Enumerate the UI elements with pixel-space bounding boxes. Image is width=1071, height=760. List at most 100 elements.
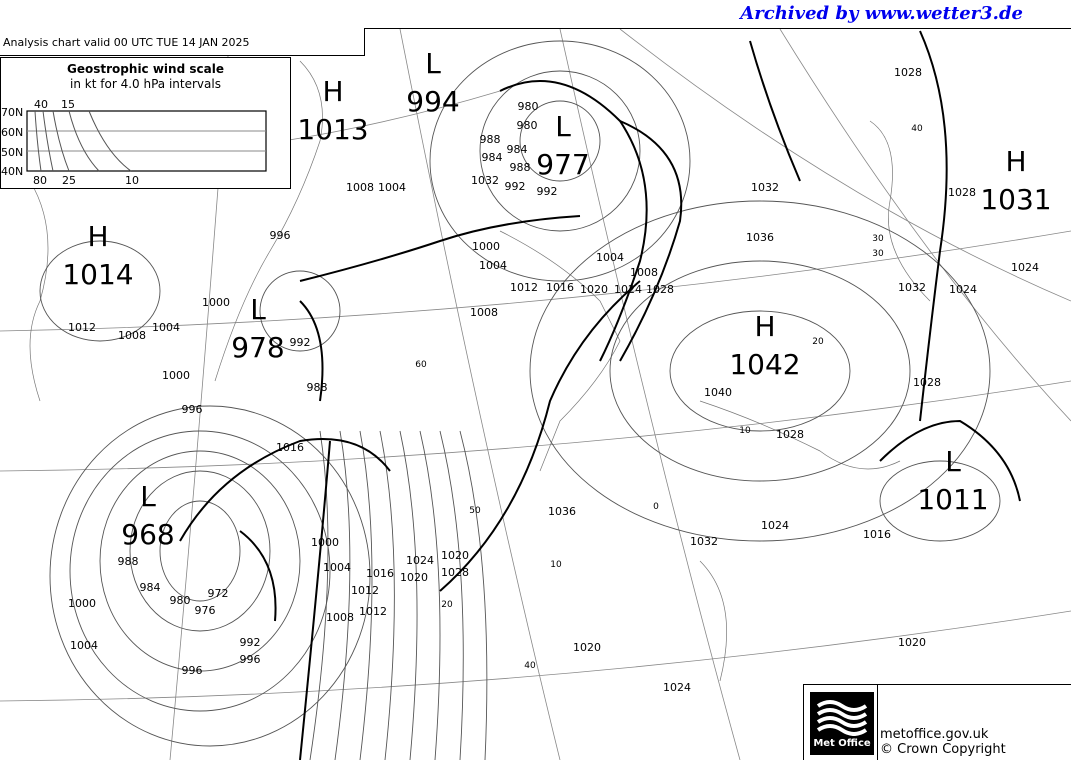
chart-title: Analysis chart valid 00 UTC TUE 14 JAN 2… — [0, 28, 365, 56]
isobar-label: 988 — [510, 161, 531, 174]
isobar-label: 1012 — [351, 584, 379, 597]
isobar-label: 1004 — [70, 639, 98, 652]
isobar — [334, 430, 351, 760]
isobar-label: 976 — [195, 604, 216, 617]
latitude-label: 50 — [469, 506, 481, 516]
centre-value: 1031 — [980, 183, 1051, 216]
wind-scale-subtitle: in kt for 4.0 hPa intervals — [70, 77, 221, 91]
front-line — [879, 419, 1021, 502]
coastline — [869, 120, 931, 302]
isobar-label: 972 — [208, 587, 229, 600]
isobar-label: 1032 — [471, 174, 499, 187]
isobar-label: 1012 — [510, 281, 538, 294]
isobar — [609, 260, 911, 482]
synoptic-chart: 1028 1008 1004 1000 996 1012 1008 1004 1000 996 99… — [0, 28, 1071, 760]
latitude-label: 20 — [441, 600, 453, 610]
isobar-label: 996 — [182, 664, 203, 677]
copyright: © Crown Copyright — [880, 742, 1006, 757]
isobar-label: 1024 — [406, 554, 434, 567]
coastline — [499, 230, 621, 472]
isobar-label: 1004 — [479, 259, 507, 272]
isobar-label: 1032 — [690, 535, 718, 548]
front-line — [239, 530, 277, 622]
latitude-label: 30 — [872, 249, 884, 259]
isobar-label: 1000 — [68, 597, 96, 610]
isobar-label: 992 — [537, 185, 558, 198]
isobar-label: 992 — [505, 180, 526, 193]
isobar — [49, 405, 371, 747]
coastline — [214, 60, 323, 382]
isobar — [39, 240, 161, 342]
centre-type: L — [555, 110, 571, 143]
divider — [877, 685, 878, 760]
isobar-label: 1008 — [118, 329, 146, 342]
wind-scale-graph: 70N 60N 50N 40N 40 15 80 25 10 — [1, 98, 267, 187]
isobar-label: 1032 — [751, 181, 779, 194]
isobar-label: 1024 — [949, 283, 977, 296]
isobar — [359, 430, 373, 760]
met-office-footer: Met Office metoffice.gov.uk © Crown Copy… — [803, 684, 1071, 760]
fronts — [179, 30, 1021, 760]
grid-line — [0, 230, 1071, 332]
latitude-label: 10 — [739, 426, 751, 436]
isobar-labels: 1028 1008 1004 1000 996 1012 1008 1004 1000 996 99… — [68, 66, 1039, 694]
grid-line — [0, 380, 1071, 472]
isobar-label: 988 — [118, 555, 139, 568]
isobar-label: 1024 — [663, 681, 691, 694]
coastline — [699, 400, 901, 470]
geostrophic-wind-scale: Geostrophic wind scale in kt for 4.0 hPa… — [0, 57, 291, 189]
grid-line — [0, 610, 1071, 702]
isobar-label: 1028 — [441, 566, 469, 579]
isobar-label: 1000 — [472, 240, 500, 253]
wind-scale-title: Geostrophic wind scale — [67, 62, 224, 76]
isobars — [39, 40, 1001, 760]
isobar-label: 1028 — [776, 428, 804, 441]
isobar-label: 1004 — [378, 181, 406, 194]
isobar-label: 1036 — [746, 231, 774, 244]
isobar-label: 1028 — [894, 66, 922, 79]
isobar-label: 1016 — [546, 281, 574, 294]
isobar-label: 1028 — [646, 283, 674, 296]
isobar-label: 1016 — [863, 528, 891, 541]
front-line — [919, 30, 948, 422]
logo-text: Met Office — [813, 738, 871, 749]
centre-type: L — [945, 445, 961, 478]
centre-value: 1013 — [297, 113, 368, 146]
centre-type: H — [1005, 145, 1026, 178]
scale-top-15: 15 — [61, 98, 75, 111]
centre-value: 977 — [536, 148, 589, 181]
isobar-label: 992 — [240, 636, 261, 649]
grid-line — [619, 29, 1071, 302]
centre-value: 968 — [121, 518, 174, 551]
front-line — [299, 215, 581, 282]
isobar — [129, 470, 271, 632]
isobar-label: 1028 — [913, 376, 941, 389]
isobar-label: 1028 — [948, 186, 976, 199]
met-office-logo: Met Office — [810, 692, 874, 755]
isobar-label: 1040 — [704, 386, 732, 399]
scale-bottom-80: 80 — [33, 174, 47, 187]
isobar-label: 1004 — [152, 321, 180, 334]
scale-top-40: 40 — [34, 98, 48, 111]
isobar-label: 1016 — [276, 441, 304, 454]
isobar — [99, 450, 301, 672]
coastline — [699, 560, 728, 682]
site-link[interactable]: metoffice.gov.uk — [880, 727, 989, 742]
isobar-label: 984 — [140, 581, 161, 594]
centre-type: L — [140, 480, 156, 513]
archive-credit[interactable]: Archived by www.wetter3.de — [740, 3, 1023, 24]
isobar-label: 1004 — [323, 561, 351, 574]
isobar-label: 1024 — [761, 519, 789, 532]
centre-type: H — [754, 310, 775, 343]
isobar-label: 996 — [270, 229, 291, 242]
isobar-label: 996 — [240, 653, 261, 666]
wave-logo-icon — [816, 700, 868, 736]
latitude-label: 10 — [550, 560, 562, 570]
isobar-label: 1012 — [68, 321, 96, 334]
lat-40n: 40N — [1, 165, 23, 178]
isobar — [669, 310, 851, 432]
isobar-label: 1020 — [573, 641, 601, 654]
latitude-label: 40 — [911, 124, 923, 134]
latitude-label: 0 — [653, 502, 659, 512]
